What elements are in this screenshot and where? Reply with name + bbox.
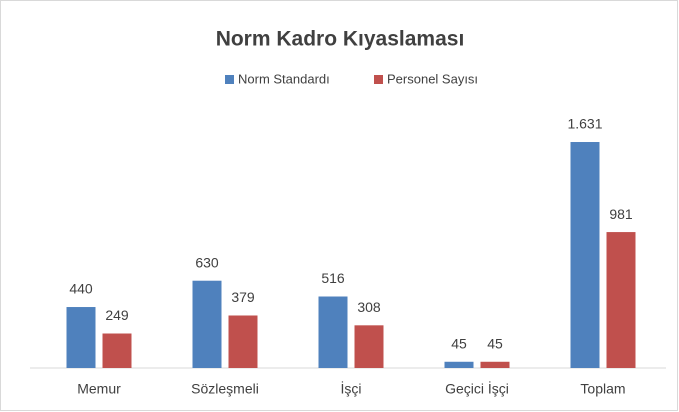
data-label: 516 xyxy=(321,270,345,286)
legend-swatch xyxy=(374,75,383,84)
data-label: 1.631 xyxy=(567,116,602,132)
data-label: 45 xyxy=(487,335,503,351)
data-label: 630 xyxy=(195,254,219,270)
data-label: 440 xyxy=(69,281,93,297)
bar xyxy=(66,307,96,368)
data-label: 981 xyxy=(609,206,633,222)
legend-swatch xyxy=(225,75,234,84)
bar xyxy=(480,361,510,368)
data-label: 379 xyxy=(231,289,255,305)
x-tick-label: Memur xyxy=(77,381,121,397)
bar xyxy=(570,142,600,368)
chart-title: Norm Kadro Kıyaslaması xyxy=(216,28,465,51)
bar xyxy=(192,280,222,368)
data-label: 308 xyxy=(357,299,381,315)
data-label: 45 xyxy=(451,335,467,351)
bar xyxy=(606,232,636,368)
bar xyxy=(102,333,132,368)
bar xyxy=(354,325,384,368)
data-label: 249 xyxy=(105,307,129,323)
bar xyxy=(318,296,348,368)
legend-label: Personel Sayısı xyxy=(387,71,478,86)
x-tick-label: Geçici İşçi xyxy=(445,380,509,397)
bar xyxy=(228,315,258,368)
legend-label: Norm Standardı xyxy=(238,71,330,86)
x-tick-label: Toplam xyxy=(580,381,625,397)
bar xyxy=(444,361,474,368)
x-tick-label: Sözleşmeli xyxy=(191,381,259,397)
x-tick-label: İşçi xyxy=(341,380,362,397)
